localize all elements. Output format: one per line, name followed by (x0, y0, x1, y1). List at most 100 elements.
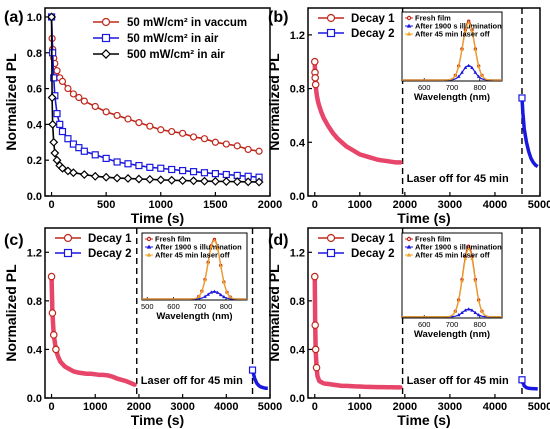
x-tick-label: 500 (97, 199, 115, 211)
inset-point (463, 29, 468, 33)
inset-point (470, 65, 474, 70)
data-point (210, 176, 220, 186)
inset-point (470, 29, 474, 33)
legend: Decay 1 Decay 2 (318, 13, 395, 40)
x-tick-label: 1000 (149, 199, 173, 211)
data-point (58, 77, 67, 86)
legend-marker (326, 248, 336, 258)
inset-point (215, 246, 220, 251)
inset-legend-label: After 45 min laser off (415, 30, 490, 39)
data-point (135, 118, 143, 127)
y-tick-label: 0.8 (290, 84, 305, 96)
legend-marker (326, 28, 336, 38)
inset-tick-label: 700 (446, 320, 459, 329)
data-point (518, 376, 526, 384)
data-point (50, 148, 60, 158)
inset-point (473, 278, 478, 283)
plot-frame (307, 227, 541, 399)
inset-point (460, 310, 464, 315)
inset-legend-marker (406, 15, 412, 21)
data-point (68, 168, 78, 178)
legend-marker (101, 33, 111, 43)
legend-marker (326, 233, 336, 243)
series-line (49, 274, 137, 387)
data-point (168, 165, 176, 174)
x-tick-label: 5000 (528, 401, 550, 413)
inset-point (218, 264, 223, 268)
y-tick-label: 0.8 (27, 48, 42, 60)
data-point (310, 57, 319, 66)
inset-legend-marker (406, 23, 412, 28)
legend: Decay 1 Decay 2 (318, 233, 395, 260)
inset-x-axis-title: Wavelength (nm) (414, 329, 490, 340)
y-tick-label: 1.2 (290, 30, 305, 42)
inset-point (466, 63, 471, 67)
data-point (146, 163, 154, 171)
inset-point (456, 64, 461, 68)
y-axis-title: Normalized PL (3, 53, 19, 151)
y-tick-label: 0.4 (27, 119, 43, 131)
inset-point (209, 290, 214, 294)
panel-label: (d) (268, 232, 288, 249)
inset-point (222, 280, 226, 284)
legend-marker (63, 233, 73, 243)
data-point (178, 176, 188, 186)
x-tick-label: 5000 (528, 199, 550, 211)
inset-point (463, 65, 468, 70)
data-point (311, 80, 320, 89)
inset-point (200, 289, 204, 293)
legend-marker (101, 49, 111, 59)
inset-point (212, 289, 217, 293)
data-point (145, 174, 155, 184)
data-point (90, 171, 100, 181)
data-point (123, 174, 133, 183)
inset-point (463, 308, 468, 312)
inset-point (460, 70, 464, 74)
y-tick-label: 0.2 (27, 155, 42, 167)
inset-point (480, 73, 484, 77)
annotation-text: Laser off for 45 min (407, 173, 509, 185)
data-point (113, 158, 121, 166)
inset-legend-label: Fresh film (415, 235, 451, 244)
inset-tick-label: 600 (418, 320, 431, 329)
data-point (113, 111, 121, 120)
x-tick-label: 4000 (483, 199, 507, 211)
data-point (64, 84, 72, 93)
x-tick-label: 1000 (348, 401, 372, 413)
y-tick-label: 1.2 (27, 247, 42, 259)
y-axis-title: Normalized PL (266, 264, 282, 362)
x-axis-title: Time (s) (397, 412, 450, 428)
inset-point (209, 244, 214, 248)
legend-label: Decay 2 (351, 248, 394, 260)
x-tick-label: 1000 (83, 401, 107, 413)
inset-point (460, 47, 464, 52)
data-point (222, 170, 230, 179)
x-tick-label: 3000 (170, 401, 194, 413)
inset-x-axis-title: Wavelength (nm) (414, 92, 490, 103)
legend: 50 mW/cm² in vaccum 50 mW/cm² in air 500 m… (93, 17, 247, 61)
series-1 (518, 94, 539, 168)
inset-point (480, 309, 484, 313)
x-axis-title: Time (s) (397, 210, 450, 226)
y-tick-label: 0.6 (27, 84, 42, 96)
data-point (211, 170, 219, 178)
series-line (520, 97, 539, 168)
inset-tick-label: 600 (167, 302, 180, 311)
panel-label: (a) (4, 9, 24, 26)
inset-point (473, 70, 478, 74)
inset-legend-marker (406, 31, 412, 36)
data-point (75, 93, 83, 102)
y-axis-title: Normalized PL (266, 53, 282, 151)
inset-point (228, 295, 232, 299)
data-point (47, 93, 57, 102)
legend-marker (101, 17, 111, 27)
panel-label: (c) (4, 232, 24, 249)
x-tick-label: 2000 (127, 401, 151, 413)
inset-legend-marker (146, 252, 152, 257)
series-1 (47, 13, 263, 181)
y-axis-title: Normalized PL (3, 264, 19, 362)
inset-point (206, 261, 210, 265)
